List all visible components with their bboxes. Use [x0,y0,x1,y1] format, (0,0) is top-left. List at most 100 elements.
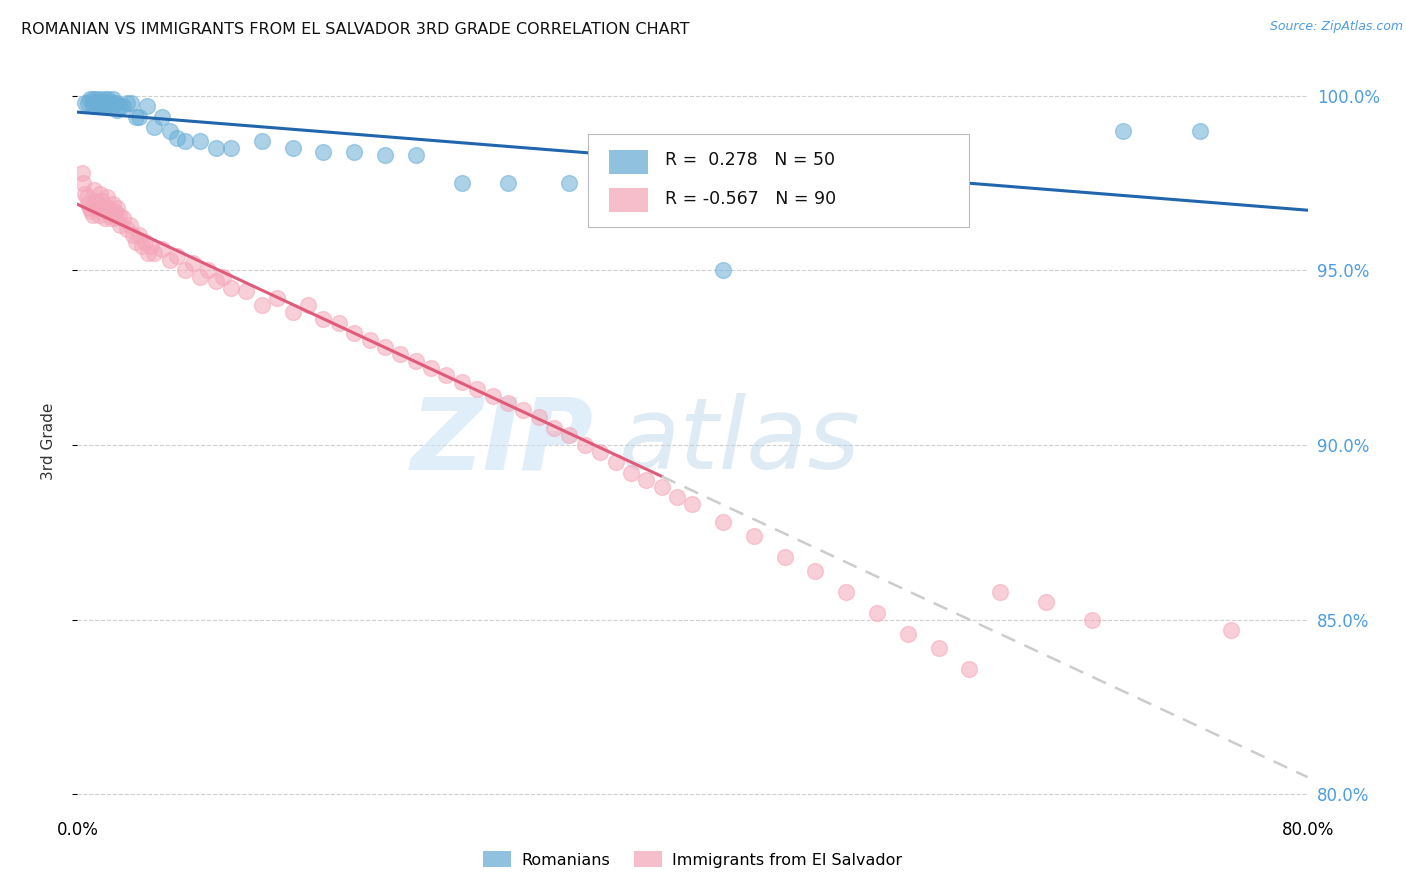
Point [219,281,242,295]
Point [711,263,734,277]
Point [1112,124,1135,138]
FancyBboxPatch shape [588,135,969,227]
Point [84,92,107,106]
Point [527,410,550,425]
Point [359,333,381,347]
Point [450,176,472,190]
Point [115,95,138,110]
Point [405,354,427,368]
Point [82,208,104,222]
Point [866,606,889,620]
Point [93,201,115,215]
Point [76,190,98,204]
Point [125,110,148,124]
Point [90,95,114,110]
FancyBboxPatch shape [609,150,648,174]
Text: R =  0.278   N = 50: R = 0.278 N = 50 [665,152,835,169]
Point [605,455,627,469]
Point [86,95,108,110]
Text: R = -0.567   N = 90: R = -0.567 N = 90 [665,191,837,209]
Point [297,298,319,312]
Point [73,95,96,110]
Point [105,103,128,117]
Point [93,99,115,113]
Point [72,176,94,190]
Point [159,124,181,138]
Point [94,211,117,225]
Point [281,305,304,319]
Point [558,176,581,190]
Point [84,194,107,208]
Point [77,197,100,211]
Point [159,252,181,267]
Point [104,211,127,225]
Point [204,274,226,288]
Point [100,99,122,113]
Point [465,382,488,396]
Legend: Romanians, Immigrants from El Salvador: Romanians, Immigrants from El Salvador [477,845,908,874]
Point [266,291,288,305]
Point [77,95,100,110]
Point [104,95,127,110]
Point [135,99,157,113]
Point [79,201,101,215]
Point [281,141,304,155]
Point [70,166,93,180]
Y-axis label: 3rd Grade: 3rd Grade [42,403,56,480]
Point [80,204,103,219]
Point [773,549,796,564]
Point [436,368,458,383]
Point [219,141,242,155]
Point [711,515,734,529]
Point [374,340,396,354]
Point [136,246,159,260]
Point [651,148,673,162]
Point [420,361,443,376]
Point [100,211,122,225]
Point [166,130,188,145]
Point [450,375,472,389]
Point [343,326,366,341]
Point [481,389,503,403]
Point [235,285,257,299]
Point [101,92,124,106]
Point [558,427,581,442]
Point [97,92,120,106]
Point [82,99,104,113]
Point [897,626,920,640]
Point [150,243,173,257]
Point [512,403,534,417]
Point [197,263,219,277]
Point [174,263,197,277]
Point [374,148,396,162]
Point [112,211,135,225]
Point [112,99,135,113]
Point [86,201,108,215]
Point [1081,613,1104,627]
Point [101,197,124,211]
Point [94,92,117,106]
Point [1219,623,1241,637]
Point [128,110,150,124]
FancyBboxPatch shape [609,188,648,212]
Point [79,92,101,106]
Point [110,218,132,232]
Point [1188,124,1211,138]
Point [181,256,204,270]
Point [496,396,519,410]
Point [82,92,104,106]
Point [89,186,111,201]
Text: ZIP: ZIP [411,393,595,490]
Point [96,99,118,113]
Point [83,183,105,197]
Point [128,228,150,243]
Point [90,194,114,208]
Point [125,235,148,250]
Point [405,148,427,162]
Point [804,564,827,578]
Point [87,208,110,222]
Point [988,584,1011,599]
Point [589,445,612,459]
Point [188,270,212,285]
Point [105,201,128,215]
